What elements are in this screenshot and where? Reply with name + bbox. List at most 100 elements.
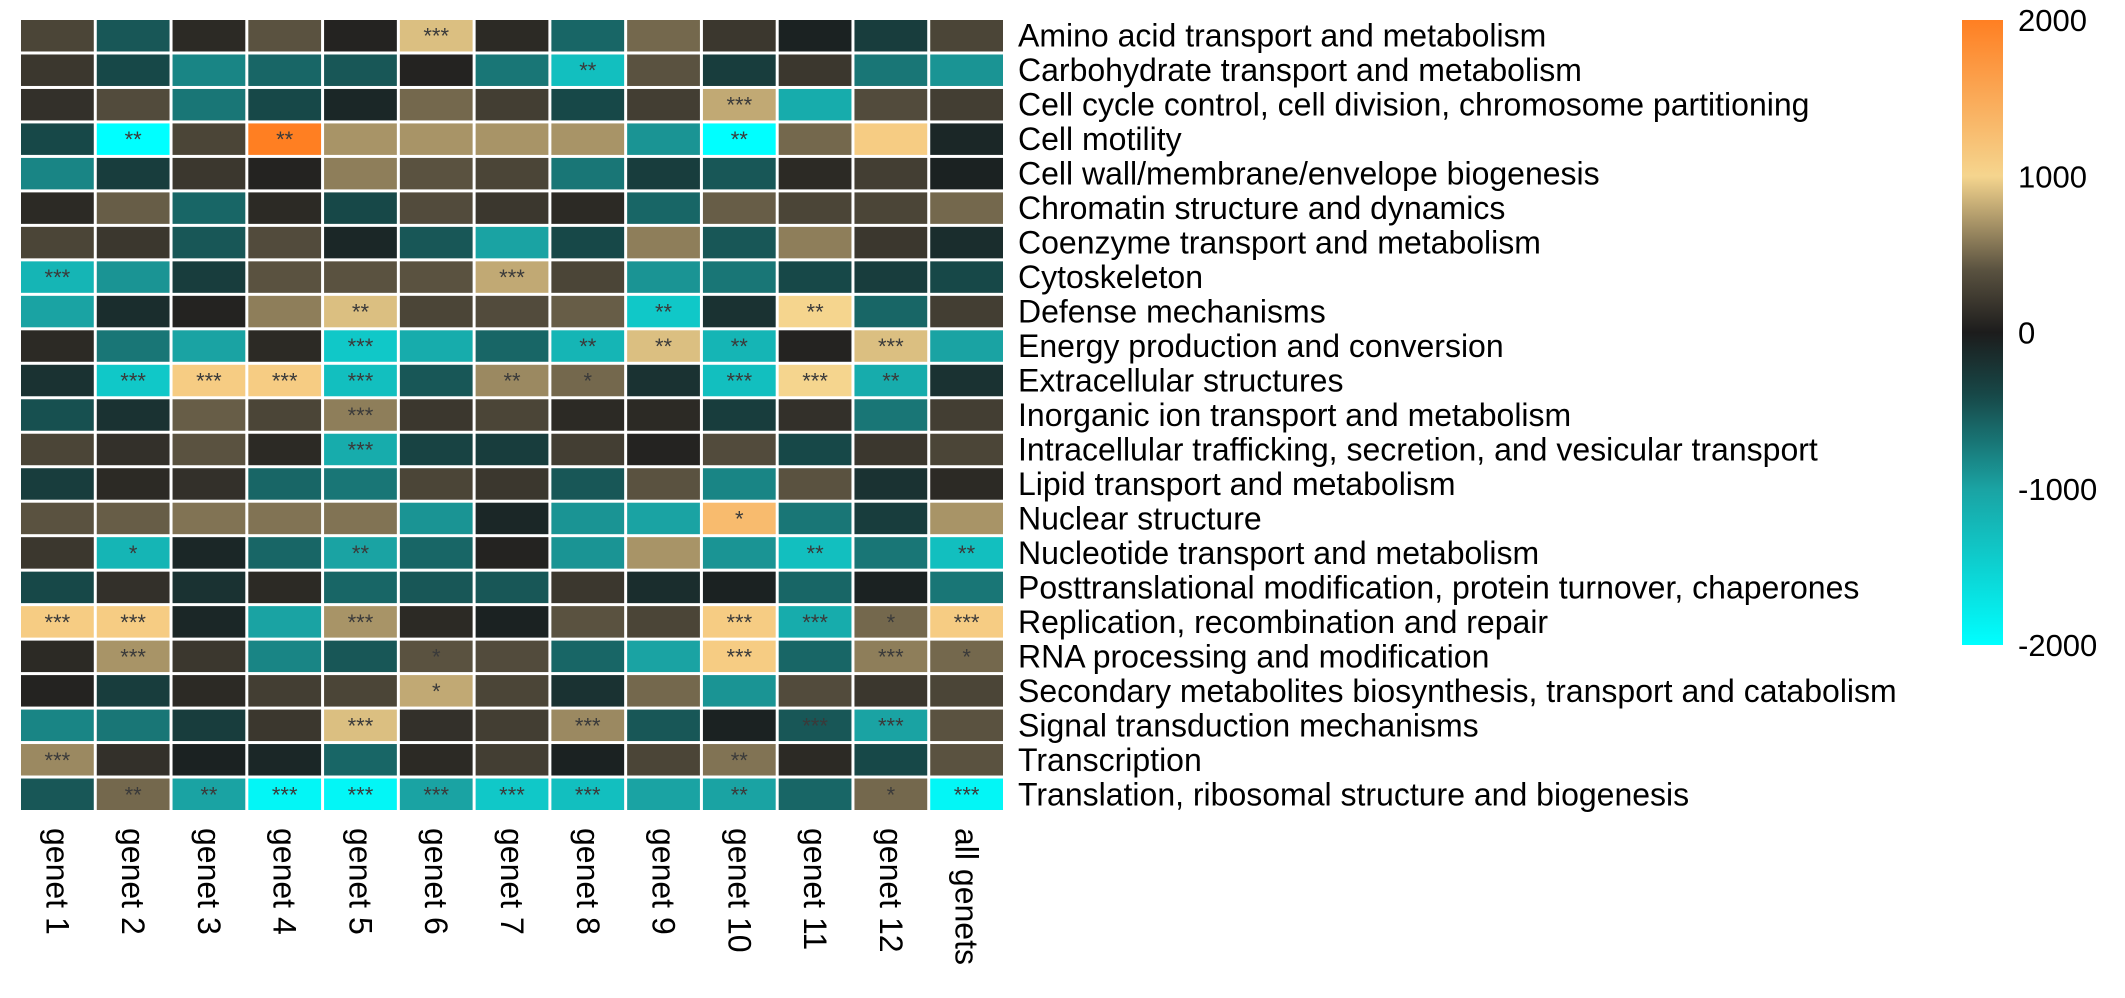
- heatmap-cell: [324, 399, 397, 431]
- heatmap-cell: [930, 123, 1003, 155]
- heatmap-cell: [551, 123, 625, 155]
- heatmap-cell: [475, 778, 549, 810]
- heatmap-cell: [930, 54, 1003, 86]
- heatmap-cell: [854, 226, 928, 259]
- heatmap-cell: [702, 744, 776, 776]
- heatmap-cell: [930, 20, 1003, 52]
- heatmap-cell: [930, 744, 1003, 776]
- row-label: Lipid transport and metabolism: [1018, 466, 1456, 502]
- heatmap-cell: [854, 606, 928, 638]
- heatmap-cell: [551, 157, 625, 190]
- heatmap-cell: [21, 330, 94, 362]
- heatmap-cell: [854, 709, 928, 742]
- heatmap-cell: [21, 54, 94, 86]
- significance-label: *: [887, 610, 896, 635]
- significance-label: **: [731, 748, 749, 773]
- heatmap-cell: [248, 123, 322, 155]
- heatmap-cell: [854, 157, 928, 190]
- heatmap-cell: [475, 226, 549, 259]
- heatmap-cell: [96, 571, 170, 604]
- heatmap-cell: [627, 399, 700, 431]
- heatmap-cell: [475, 606, 549, 638]
- heatmap-cell: [399, 88, 473, 121]
- heatmap-cell: [248, 606, 322, 638]
- heatmap-cell: [172, 433, 246, 466]
- heatmap-cell: [475, 571, 549, 604]
- significance-label: ***: [45, 265, 71, 290]
- heatmap-cell: [21, 261, 94, 293]
- heatmap-cell: [399, 20, 473, 52]
- heatmap-cell: [702, 157, 776, 190]
- heatmap-cell: [778, 606, 852, 638]
- significance-label: **: [125, 127, 143, 152]
- heatmap-cell: [248, 709, 322, 742]
- significance-label: ***: [120, 610, 146, 635]
- heatmap-cell: [551, 468, 625, 500]
- heatmap-cell: [627, 20, 700, 52]
- heatmap-cell: [778, 295, 852, 328]
- heatmap-cell: [96, 54, 170, 86]
- row-label: Coenzyme transport and metabolism: [1018, 225, 1541, 261]
- heatmap-cell: [702, 640, 776, 673]
- heatmap-cell: [778, 468, 852, 500]
- heatmap-cell: [172, 571, 246, 604]
- heatmap-cell: [21, 606, 94, 638]
- heatmap-cell: [854, 502, 928, 535]
- heatmap-cell: [551, 433, 625, 466]
- heatmap-cell: [172, 537, 246, 569]
- row-label: Replication, recombination and repair: [1018, 604, 1548, 640]
- heatmap-cell: [627, 295, 700, 328]
- heatmap-cell: [172, 364, 246, 397]
- heatmap-cell: [475, 364, 549, 397]
- heatmap-cell: [475, 675, 549, 707]
- significance-label: ***: [878, 713, 904, 738]
- significance-label: ***: [423, 782, 449, 807]
- heatmap-cell: [778, 261, 852, 293]
- heatmap-cell: [475, 502, 549, 535]
- heatmap-cell: [475, 54, 549, 86]
- heatmap-cell: [627, 606, 700, 638]
- heatmap-cell: [248, 537, 322, 569]
- heatmap-cell: [21, 433, 94, 466]
- heatmap-cell: [475, 295, 549, 328]
- heatmap-cell: [172, 399, 246, 431]
- heatmap-cell: [854, 54, 928, 86]
- heatmap-cell: [96, 20, 170, 52]
- heatmap-cell: [324, 364, 397, 397]
- heatmap-cell: [21, 88, 94, 121]
- column-label: genet 1: [39, 828, 75, 935]
- heatmap-cell: [627, 192, 700, 224]
- heatmap-cell: [96, 88, 170, 121]
- row-label: Cell wall/membrane/envelope biogenesis: [1018, 156, 1600, 192]
- heatmap-cell: [551, 226, 625, 259]
- heatmap-cell: [21, 364, 94, 397]
- heatmap-cell: [854, 330, 928, 362]
- heatmap-cell: [930, 226, 1003, 259]
- colorbar-tick-label: 2000: [2018, 3, 2087, 38]
- heatmap-cell: [324, 54, 397, 86]
- heatmap-cell: [324, 502, 397, 535]
- heatmap-cell: [324, 226, 397, 259]
- significance-label: **: [731, 782, 749, 807]
- column-labels: genet 1 genet 2 genet 3 genet 4 genet 5 genet…: [39, 828, 984, 965]
- significance-label: **: [200, 782, 218, 807]
- heatmap-cell: [324, 778, 397, 810]
- heatmap-cell: [854, 123, 928, 155]
- heatmap-cell: [930, 640, 1003, 673]
- heatmap-cell: [702, 778, 776, 810]
- heatmap-cell: [475, 157, 549, 190]
- heatmap-cell: [172, 330, 246, 362]
- heatmap-cell: [399, 399, 473, 431]
- heatmap-cell: [930, 330, 1003, 362]
- heatmap-cell: [551, 778, 625, 810]
- heatmap-cell: [21, 502, 94, 535]
- heatmap-cell: [475, 537, 549, 569]
- heatmap-cell: [627, 433, 700, 466]
- heatmap-cell: [702, 571, 776, 604]
- heatmap-cell: [21, 709, 94, 742]
- heatmap-cell: [930, 502, 1003, 535]
- colorbar-ticks: 2000 1000 0 -1000 -2000: [2018, 3, 2097, 663]
- heatmap-cell: [248, 226, 322, 259]
- heatmap-cell: [21, 295, 94, 328]
- heatmap-cell: [778, 675, 852, 707]
